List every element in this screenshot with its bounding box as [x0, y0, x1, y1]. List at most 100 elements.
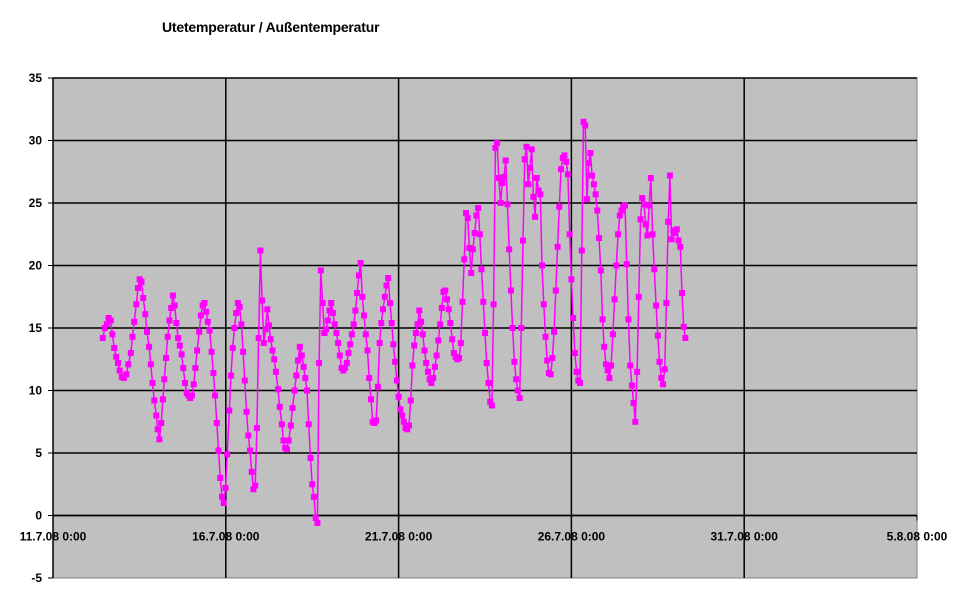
- data-point-marker: [616, 212, 623, 219]
- data-point-marker: [651, 266, 658, 273]
- data-point-marker: [176, 342, 183, 349]
- data-point-marker: [366, 375, 373, 381]
- data-point-marker: [437, 321, 444, 328]
- data-point-marker: [151, 397, 158, 404]
- data-point-marker: [166, 317, 173, 324]
- data-point-marker: [328, 300, 335, 306]
- data-point-marker: [314, 520, 321, 526]
- data-point-marker: [494, 140, 501, 146]
- data-point-marker: [466, 245, 473, 251]
- data-point-marker: [535, 187, 542, 194]
- data-point-marker: [590, 181, 597, 188]
- data-point-marker: [275, 386, 281, 393]
- data-point-marker: [649, 231, 656, 238]
- data-point-marker: [250, 486, 257, 493]
- data-point-marker: [101, 325, 108, 331]
- data-point-marker: [285, 437, 292, 444]
- data-point-marker: [158, 420, 165, 426]
- data-point-marker: [359, 293, 366, 300]
- data-point-marker: [488, 402, 495, 409]
- data-point-marker: [343, 360, 350, 366]
- data-point-marker: [138, 278, 145, 285]
- data-point-marker: [411, 342, 418, 349]
- data-point-marker: [478, 266, 485, 273]
- data-point-marker: [471, 230, 478, 236]
- data-point-marker: [677, 243, 684, 250]
- y-tick-label: 0: [35, 509, 42, 523]
- data-point-marker: [547, 371, 554, 378]
- data-point-marker: [336, 352, 343, 359]
- data-point-marker: [673, 226, 680, 233]
- data-point-marker: [566, 231, 573, 238]
- data-point-marker: [213, 420, 220, 426]
- data-point-marker: [668, 236, 675, 243]
- data-point-marker: [663, 300, 670, 306]
- data-point-marker: [142, 311, 149, 318]
- data-point-marker: [577, 380, 583, 386]
- data-point-marker: [606, 375, 613, 381]
- data-point-marker: [316, 360, 323, 366]
- data-point-marker: [243, 408, 250, 415]
- data-point-marker: [255, 335, 262, 341]
- chart-title: Utetemperatur / Außentemperatur: [162, 19, 380, 35]
- data-point-marker: [511, 358, 518, 365]
- data-point-marker: [125, 361, 132, 368]
- data-point-marker: [414, 321, 421, 328]
- data-point-marker: [632, 418, 639, 425]
- data-point-marker: [373, 417, 380, 424]
- data-point-marker: [168, 305, 175, 311]
- data-point-marker: [675, 237, 682, 244]
- data-point-marker: [107, 317, 114, 324]
- data-point-marker: [266, 322, 272, 329]
- data-point-marker: [204, 318, 211, 325]
- data-point-marker: [361, 312, 367, 319]
- data-point-marker: [302, 375, 309, 381]
- data-point-marker: [140, 295, 147, 301]
- data-point-marker: [335, 340, 342, 346]
- data-point-marker: [180, 365, 187, 371]
- data-point-marker: [192, 365, 199, 371]
- data-point-marker: [412, 330, 419, 336]
- data-point-marker: [267, 336, 274, 343]
- data-point-marker: [549, 355, 556, 361]
- y-tick-label: -5: [31, 571, 42, 585]
- data-point-marker: [127, 350, 134, 356]
- data-series: [99, 118, 689, 526]
- data-point-marker: [506, 246, 513, 253]
- data-point-marker: [487, 398, 494, 405]
- data-point-marker: [520, 237, 526, 244]
- data-point-marker: [222, 485, 229, 491]
- data-point-marker: [573, 368, 580, 375]
- data-point-marker: [156, 436, 163, 443]
- data-point-marker: [597, 267, 604, 274]
- data-point-marker: [483, 360, 490, 366]
- data-point-marker: [390, 341, 397, 348]
- data-point-marker: [212, 392, 219, 399]
- data-point-marker: [646, 202, 653, 209]
- data-point-marker: [585, 160, 592, 166]
- data-point-marker: [544, 357, 551, 364]
- data-point-marker: [644, 232, 651, 239]
- data-point-marker: [482, 330, 488, 336]
- data-point-marker: [563, 158, 570, 165]
- data-point-marker: [161, 376, 168, 383]
- data-point-marker: [613, 262, 620, 269]
- data-point-marker: [539, 262, 545, 269]
- data-point-marker: [552, 287, 559, 294]
- data-point-marker: [228, 372, 234, 379]
- data-point-marker: [241, 377, 248, 384]
- data-point-marker: [368, 396, 374, 403]
- data-point-marker: [499, 180, 506, 186]
- data-point-marker: [197, 312, 204, 319]
- data-point-marker: [449, 336, 456, 343]
- data-point-marker: [159, 396, 166, 403]
- data-point-marker: [533, 175, 540, 181]
- data-point-marker: [475, 205, 482, 211]
- data-point-marker: [103, 321, 110, 328]
- data-point-marker: [284, 446, 290, 453]
- data-point-marker: [201, 300, 208, 306]
- data-point-marker: [582, 122, 589, 129]
- data-point-marker: [295, 357, 301, 364]
- x-tick-label: 26.7.08 0:00: [538, 530, 606, 544]
